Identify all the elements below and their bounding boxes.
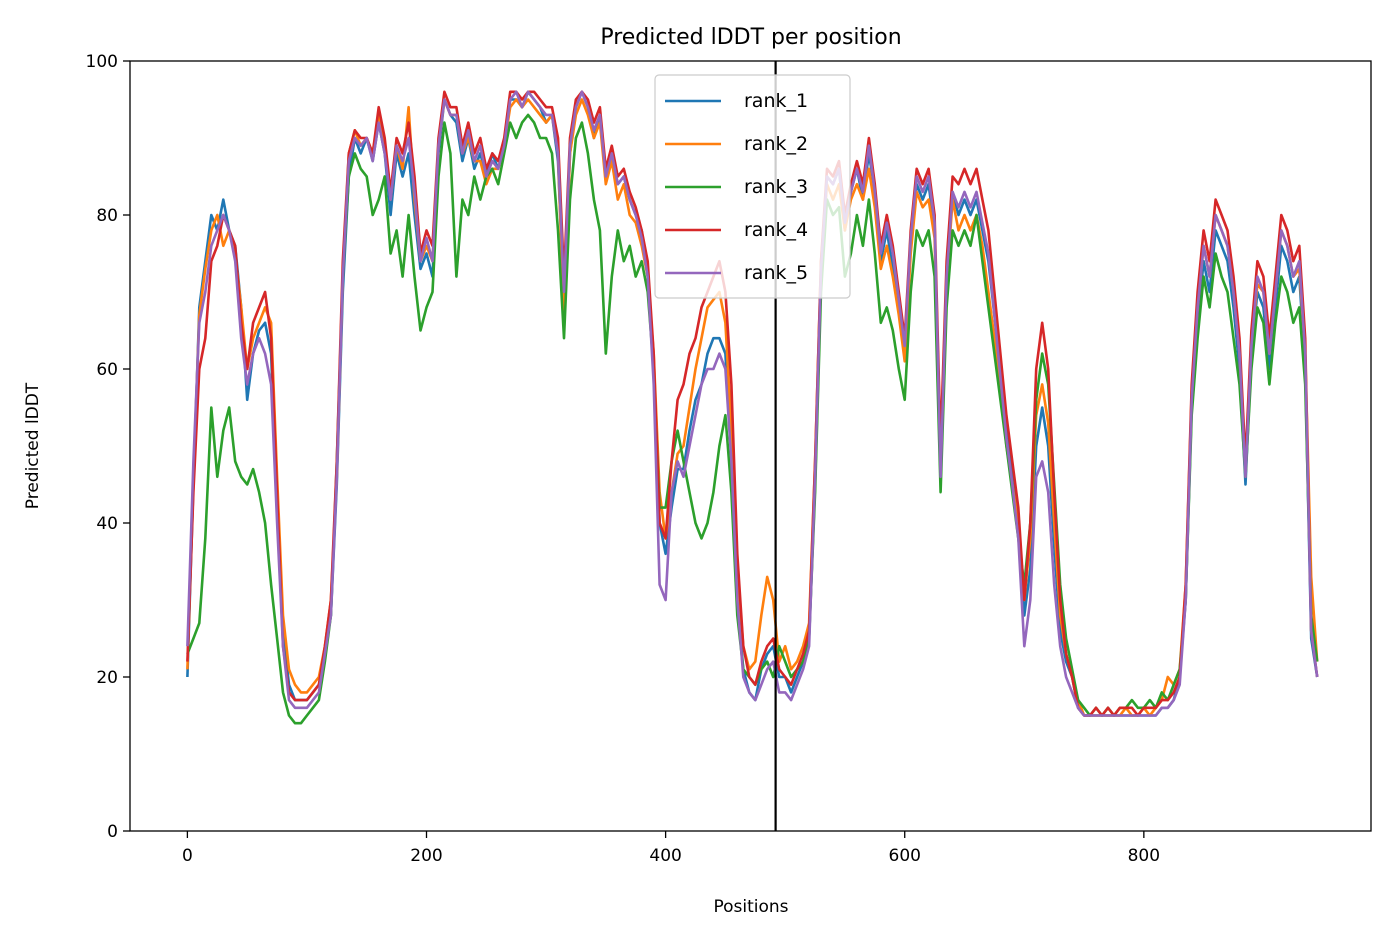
plot-frame — [129, 60, 1372, 832]
series-line-rank-5 — [186, 90, 1319, 717]
y-axis-label: Predicted lDDT — [23, 382, 43, 509]
y-tick-label: 0 — [107, 822, 118, 842]
series-layer — [186, 90, 1319, 725]
series-line-rank-4 — [186, 90, 1319, 717]
legend-label-rank-3: rank_3 — [744, 176, 808, 198]
legend: rank_1 rank_2 rank_3 rank_4 rank_5 — [654, 74, 851, 299]
legend-items: rank_1 rank_2 rank_3 rank_4 rank_5 — [665, 90, 808, 284]
x-axis-label: Positions — [713, 897, 788, 917]
x-tick-label: 0 — [182, 846, 193, 866]
y-tick-label: 20 — [96, 668, 118, 688]
y-tick-label: 100 — [86, 52, 118, 72]
y-tick-label: 40 — [96, 514, 118, 534]
y-tick-label: 80 — [96, 206, 118, 226]
legend-label-rank-2: rank_2 — [744, 133, 808, 155]
legend-label-rank-5: rank_5 — [744, 262, 808, 284]
legend-label-rank-4: rank_4 — [744, 219, 808, 241]
y-axis: 0 20 40 60 80 100 — [86, 52, 130, 842]
x-axis: 0 200 400 600 800 — [182, 831, 1160, 866]
x-tick-label: 800 — [1128, 846, 1160, 866]
x-tick-label: 600 — [889, 846, 921, 866]
x-tick-label: 400 — [649, 846, 681, 866]
x-tick-label: 200 — [410, 846, 442, 866]
legend-box — [654, 74, 851, 299]
y-tick-label: 60 — [96, 360, 118, 380]
chart-title: Predicted lDDT per position — [600, 25, 901, 50]
legend-label-rank-1: rank_1 — [744, 90, 808, 112]
